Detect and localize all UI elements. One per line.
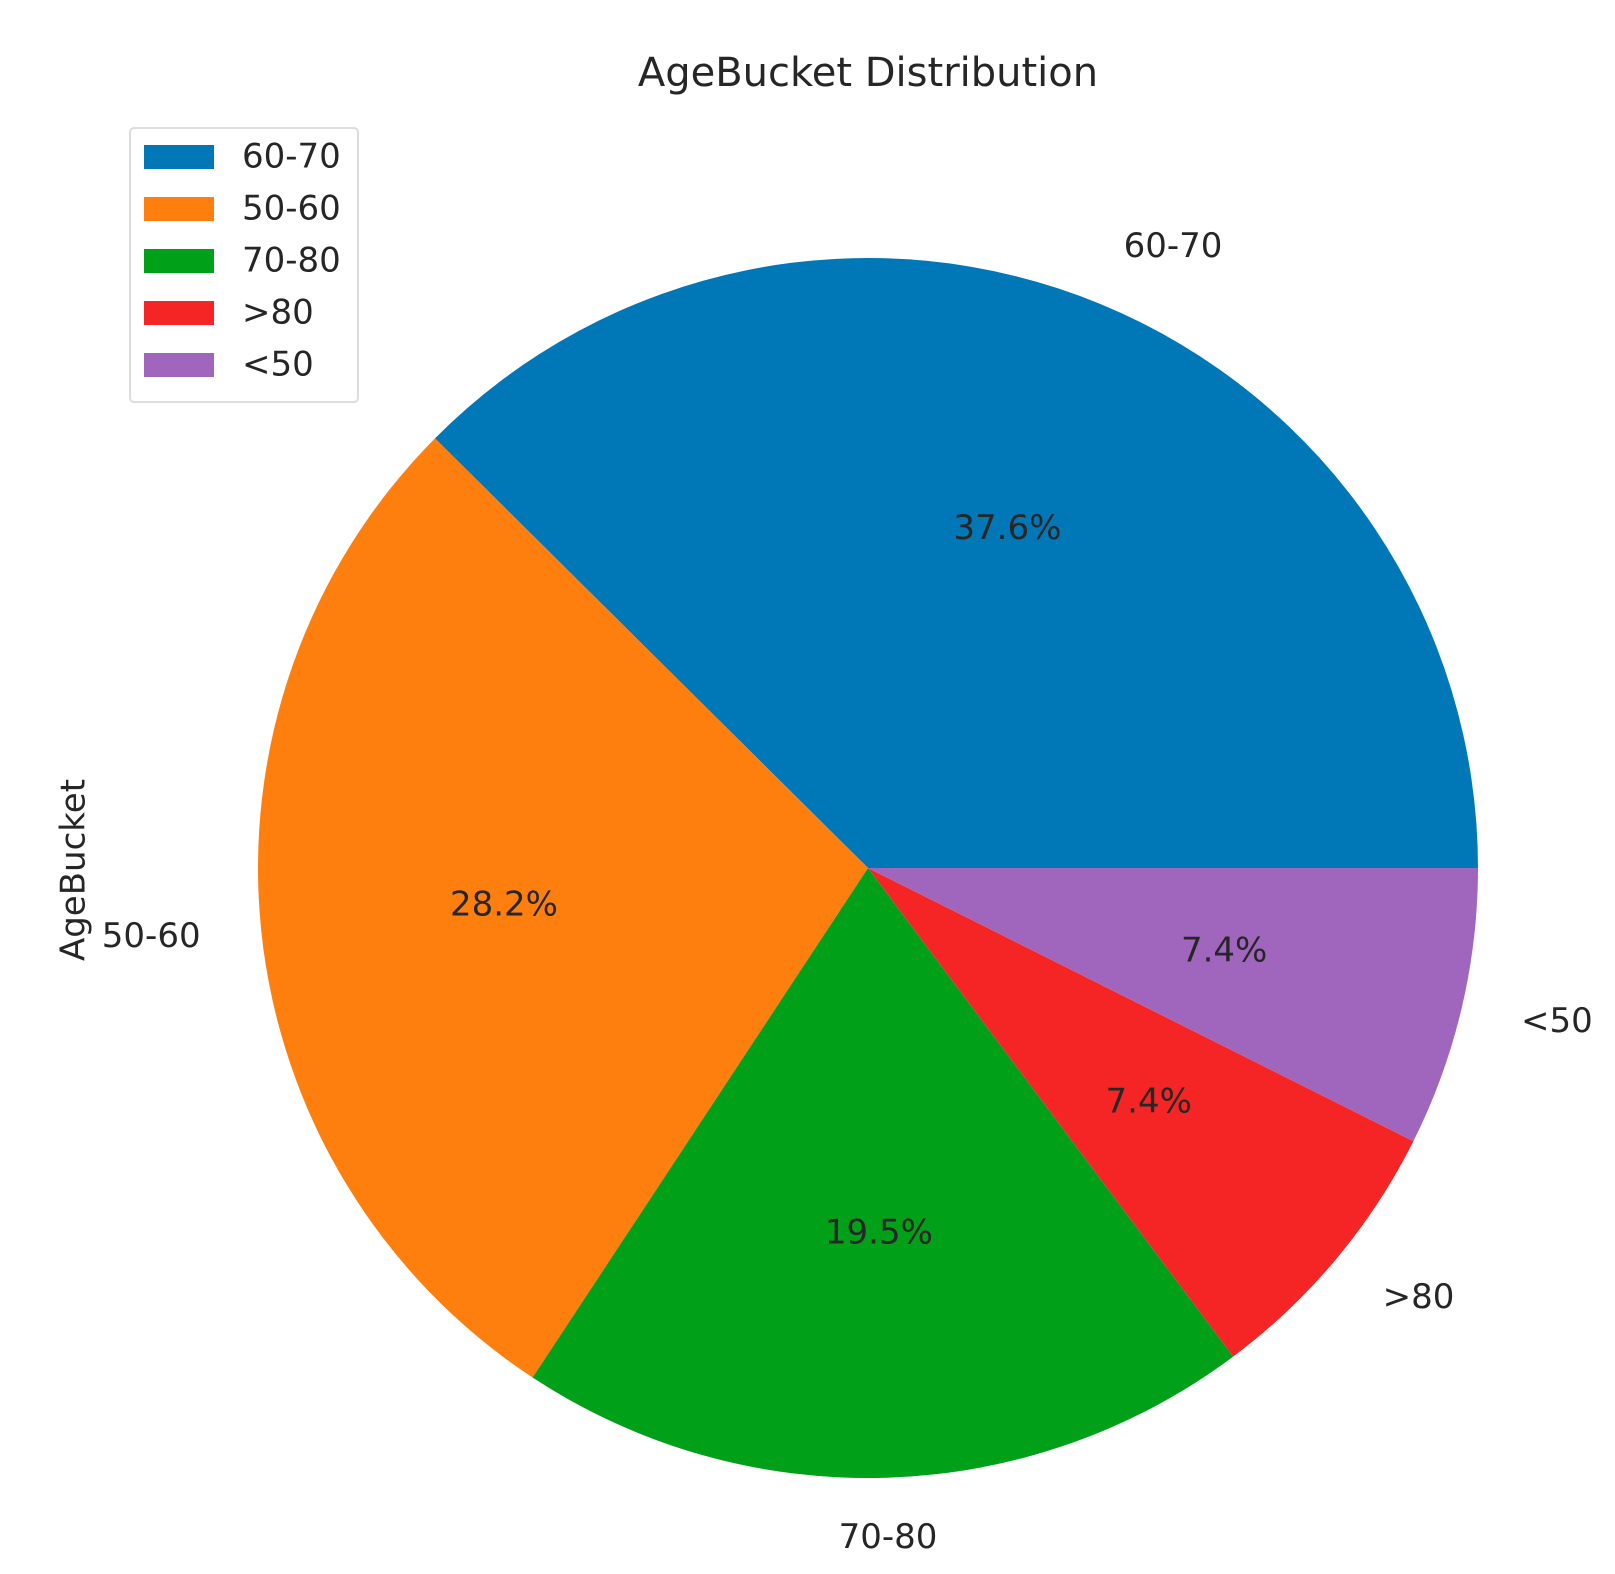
legend-swatch xyxy=(144,353,214,377)
value-label: 7.4% xyxy=(1106,1081,1192,1121)
chart-title: AgeBucket Distribution xyxy=(638,50,1098,96)
legend-swatch xyxy=(144,145,214,169)
value-label: 19.5% xyxy=(825,1212,933,1252)
legend-swatch xyxy=(144,301,214,325)
category-label: 50-60 xyxy=(102,916,201,956)
value-label: 37.6% xyxy=(953,508,1061,548)
legend-label: >80 xyxy=(242,293,314,333)
pie-slice xyxy=(257,438,868,1378)
pie-slice xyxy=(434,258,1478,869)
category-label: >80 xyxy=(1383,1277,1455,1317)
pie-slice xyxy=(532,868,1234,1478)
y-axis-label: AgeBucket xyxy=(54,779,94,961)
pie-slice xyxy=(868,868,1478,1142)
category-label: 70-80 xyxy=(839,1517,938,1557)
legend-box xyxy=(129,127,359,403)
legend-label: <50 xyxy=(242,345,314,385)
legend-label: 50-60 xyxy=(242,189,341,229)
legend-swatch xyxy=(144,197,214,221)
legend-label: 70-80 xyxy=(242,241,341,281)
category-label: 60-70 xyxy=(1124,226,1223,266)
category-label: <50 xyxy=(1521,1001,1593,1041)
legend-label: 60-70 xyxy=(242,137,341,177)
value-label: 28.2% xyxy=(450,884,558,924)
pie-slice xyxy=(868,868,1414,1357)
legend-swatch xyxy=(144,249,214,273)
value-label: 7.4% xyxy=(1181,931,1267,971)
